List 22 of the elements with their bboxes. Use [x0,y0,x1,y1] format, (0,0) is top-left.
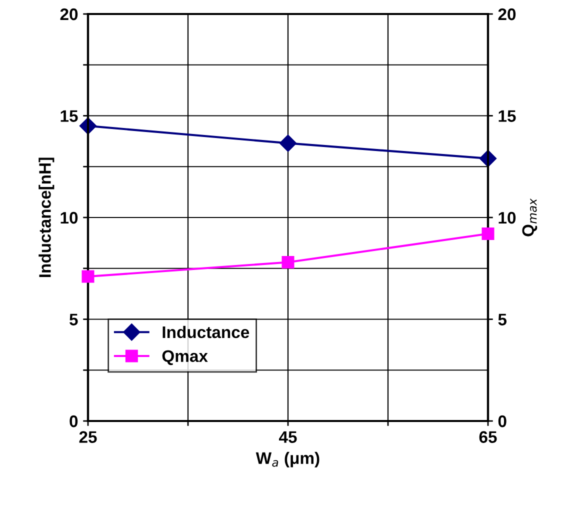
x-axis-title: W$_{a}$ (μm) [256,452,320,468]
y-tick-label: 20 [60,8,78,20]
point [82,270,94,283]
legend-label: Inductance [162,326,250,338]
y2-axis-title: Q$_{max}$ [522,198,538,236]
y2-tick-label: 0 [498,415,506,428]
y2-tick-label: 15 [498,110,516,122]
y-tick-label: 15 [60,110,78,122]
point [482,228,494,240]
x-tick-label: 65 [479,431,497,443]
y-tick-label: 0 [70,415,78,428]
legend-label: Qmax [162,350,208,366]
y2-tick-label: 20 [498,8,516,20]
y-tick-label: 5 [70,314,78,326]
y2-tick-label: 5 [498,314,507,326]
y-axis-title: Inductance[nH] [38,158,54,278]
y-tick-label: 10 [60,212,78,224]
point [282,256,294,269]
point [279,134,297,152]
x-tick-label: 25 [79,431,97,443]
x-tick-label: 45 [278,431,297,443]
y2-tick-label: 10 [498,212,516,224]
